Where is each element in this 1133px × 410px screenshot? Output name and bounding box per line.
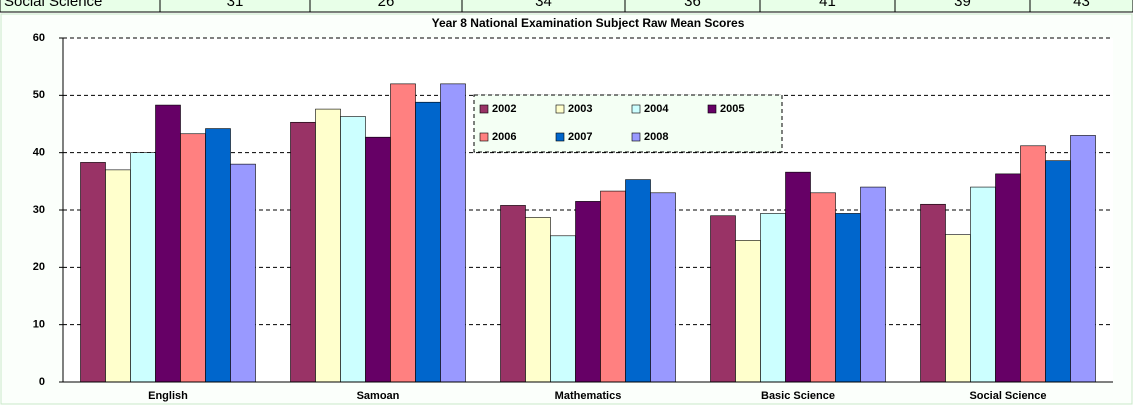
legend-label: 2003 [568,103,592,115]
bar [625,179,651,383]
table-text: Social Science [4,0,102,10]
legend-swatch [707,104,717,114]
legend-swatch [631,104,641,114]
bar [500,205,526,383]
bar [415,101,441,383]
bar [180,133,206,383]
legend-label: 2004 [644,103,669,115]
chart-title: Year 8 National Examination Subject Raw … [432,16,745,30]
legend-label: 2006 [492,131,516,143]
table-text: 41 [819,0,836,10]
bar [130,152,156,383]
bar [340,116,366,383]
bar [315,108,341,383]
x-tick-label: Social Science [969,390,1046,402]
bar [155,104,181,383]
bar [525,217,551,383]
bar [205,128,231,383]
bar [230,163,256,383]
bar [860,186,886,383]
x-tick-label: Mathematics [555,390,622,402]
bar [105,169,131,383]
bar [650,192,676,383]
legend-swatch [479,132,489,142]
legend-label: 2005 [720,103,744,115]
bar [80,162,106,383]
legend-swatch [479,104,489,114]
bar [390,83,416,383]
y-tick-label: 0 [39,376,45,388]
bar [945,234,971,383]
table: Social Science 31 26 34 36 41 39 43 [0,0,1133,13]
x-tick-label: English [148,390,188,402]
legend-swatch [555,132,565,142]
table-strip [0,0,1133,12]
bar [920,203,946,383]
legend-label: 2008 [644,131,668,143]
bar [290,121,316,383]
bar [835,213,861,383]
y-tick-label: 60 [33,32,45,44]
bar [1070,135,1096,383]
bar [970,186,996,383]
legend-label: 2007 [568,131,592,143]
table-text: 31 [227,0,244,10]
bar [575,201,601,383]
table-text: 39 [954,0,971,10]
table-text: 43 [1073,0,1090,10]
y-tick-label: 40 [33,147,45,159]
bar [810,192,836,383]
y-tick-label: 20 [33,261,45,273]
y-tick-label: 50 [33,89,45,101]
legend-box [473,94,783,153]
legend-swatch [555,104,565,114]
bar [1020,145,1046,383]
table-text: 26 [378,0,395,10]
bar [710,215,736,383]
table-cell [1029,0,1133,13]
legend-swatch [631,132,641,142]
table-text: 34 [535,0,552,10]
bar [1045,160,1071,383]
bar [995,173,1021,383]
legend-label: 2002 [492,103,516,115]
bar [550,235,576,383]
y-tick-label: 10 [33,319,45,331]
bar [785,171,811,383]
bar [760,213,786,383]
bar [440,83,466,383]
x-tick-label: Basic Science [761,390,835,402]
x-tick-label: Samoan [357,390,400,402]
bar [365,136,391,383]
bar [735,240,761,383]
table-text: 36 [684,0,701,10]
y-tick-label: 30 [33,204,45,216]
bar [600,190,626,383]
